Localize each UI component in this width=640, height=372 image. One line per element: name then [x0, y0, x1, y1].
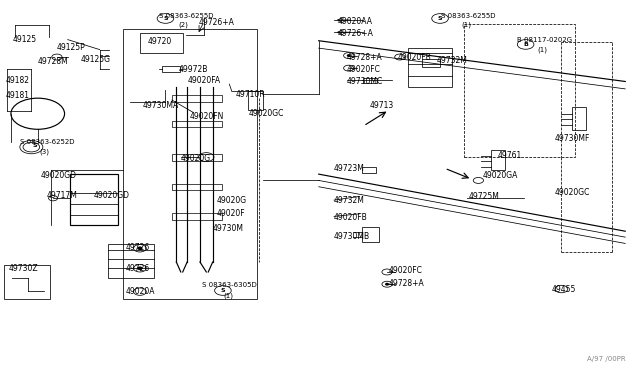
- Bar: [408, 48, 452, 87]
- Text: S: S: [163, 16, 168, 21]
- Text: 49730MB: 49730MB: [334, 231, 370, 241]
- Text: 49020FA: 49020FA: [187, 76, 220, 85]
- Text: 49728M: 49728M: [38, 57, 68, 66]
- Text: S 08363-6252D: S 08363-6252D: [20, 139, 74, 145]
- Bar: [362, 227, 380, 242]
- Text: 49726+A: 49726+A: [338, 29, 374, 38]
- Text: 49732M: 49732M: [436, 56, 467, 65]
- Bar: [70, 174, 118, 225]
- Text: 49723M: 49723M: [334, 164, 365, 173]
- Text: 49710R: 49710R: [236, 90, 266, 99]
- Text: 49020F: 49020F: [216, 209, 245, 218]
- Text: 49726+A: 49726+A: [198, 19, 234, 28]
- Text: 49020FB: 49020FB: [398, 52, 431, 61]
- Text: S: S: [221, 288, 225, 293]
- Text: 49730Z: 49730Z: [8, 264, 38, 273]
- Bar: [464, 25, 575, 157]
- Text: 49020GC: 49020GC: [555, 188, 590, 197]
- Text: 49730MA: 49730MA: [143, 101, 179, 110]
- Text: S 08363-6255D: S 08363-6255D: [442, 13, 496, 19]
- Text: 49725M: 49725M: [468, 192, 499, 201]
- Text: 49020GD: 49020GD: [40, 171, 76, 180]
- Text: 49125G: 49125G: [81, 55, 111, 64]
- Text: (1): (1): [223, 292, 233, 299]
- Text: 49020FC: 49020FC: [347, 65, 381, 74]
- Bar: [172, 121, 221, 128]
- Circle shape: [348, 55, 350, 56]
- Bar: [572, 107, 586, 130]
- Text: 49730MF: 49730MF: [555, 134, 590, 143]
- Text: S: S: [438, 16, 442, 21]
- Bar: [162, 66, 179, 72]
- Text: 49020FC: 49020FC: [389, 266, 423, 275]
- Text: 49182: 49182: [6, 76, 30, 85]
- Bar: [491, 150, 505, 170]
- Text: 49717M: 49717M: [47, 191, 77, 200]
- Text: S 08363-6255D: S 08363-6255D: [159, 13, 214, 19]
- Bar: [140, 33, 183, 53]
- Text: S: S: [32, 144, 37, 148]
- Text: A/97 /00PR: A/97 /00PR: [587, 356, 625, 362]
- Bar: [362, 167, 376, 173]
- Text: 49020A: 49020A: [125, 287, 155, 296]
- Bar: [172, 184, 221, 190]
- Bar: [4, 265, 50, 299]
- Bar: [248, 91, 262, 110]
- Text: 49728+A: 49728+A: [347, 52, 383, 61]
- Text: 49713: 49713: [370, 101, 394, 110]
- Text: 49181: 49181: [6, 91, 30, 100]
- Text: 49730M: 49730M: [212, 224, 244, 233]
- Text: (1): (1): [462, 22, 472, 28]
- Text: 49020GD: 49020GD: [93, 191, 129, 200]
- Text: B: B: [523, 42, 528, 47]
- Text: 49020G: 49020G: [216, 196, 246, 205]
- Circle shape: [386, 283, 388, 285]
- Text: 49020G: 49020G: [180, 154, 211, 163]
- Text: 49020GA: 49020GA: [483, 171, 518, 180]
- Text: 49020FN: 49020FN: [189, 112, 224, 121]
- Bar: [422, 58, 440, 67]
- Text: S 08363-6305D: S 08363-6305D: [202, 282, 257, 288]
- Bar: [172, 95, 221, 102]
- Text: (2): (2): [178, 22, 188, 28]
- Text: 49732M: 49732M: [334, 196, 365, 205]
- Text: 49455: 49455: [551, 285, 575, 294]
- Text: B 08117-0202G: B 08117-0202G: [516, 36, 572, 43]
- Text: 49726: 49726: [125, 243, 150, 251]
- Text: (3): (3): [39, 149, 49, 155]
- Bar: [124, 29, 257, 299]
- Text: 49730MC: 49730MC: [347, 77, 383, 86]
- Text: 49728+A: 49728+A: [389, 279, 425, 288]
- Text: 49125P: 49125P: [57, 42, 86, 51]
- Text: 49020GC: 49020GC: [248, 109, 284, 118]
- Text: 49720: 49720: [148, 37, 172, 46]
- Text: 49972B: 49972B: [178, 65, 207, 74]
- Text: 49726: 49726: [125, 264, 150, 273]
- Bar: [364, 78, 378, 83]
- Bar: [172, 154, 221, 161]
- Text: 49020FB: 49020FB: [334, 213, 368, 222]
- Bar: [108, 244, 154, 278]
- Circle shape: [138, 247, 142, 249]
- Text: (1): (1): [537, 46, 547, 53]
- Text: 49761: 49761: [497, 151, 522, 160]
- Bar: [172, 214, 221, 220]
- Text: 49020AA: 49020AA: [338, 17, 373, 26]
- Text: 49125: 49125: [12, 35, 36, 44]
- Circle shape: [138, 267, 142, 269]
